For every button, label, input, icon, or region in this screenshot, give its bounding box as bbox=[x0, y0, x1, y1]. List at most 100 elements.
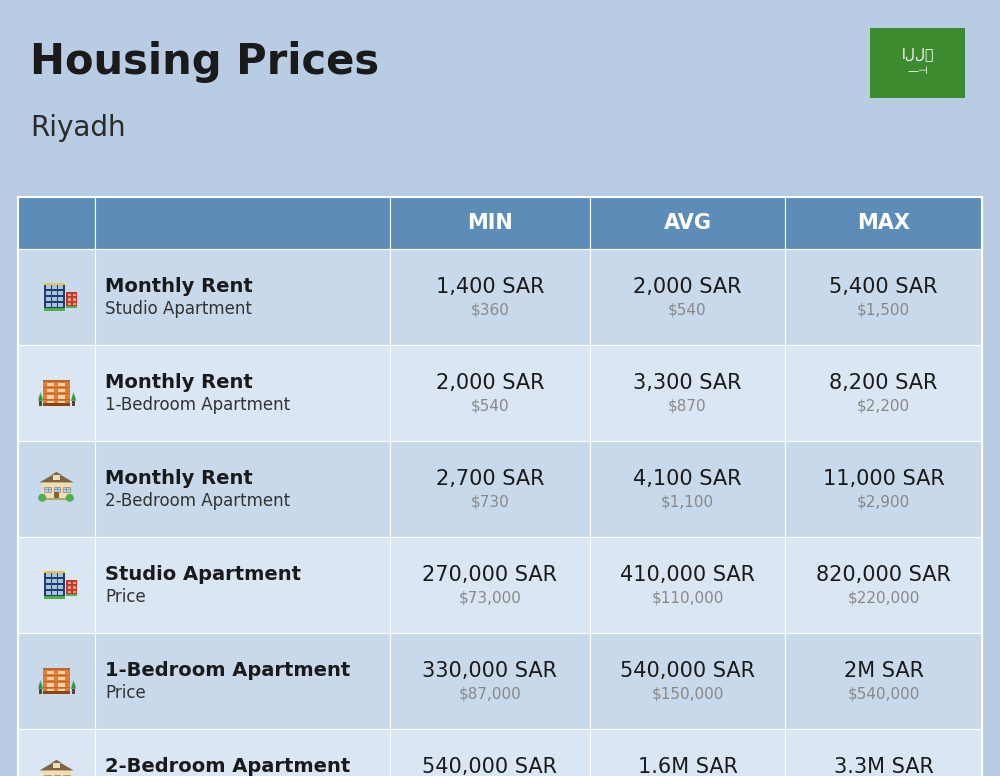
FancyBboxPatch shape bbox=[63, 487, 70, 492]
FancyBboxPatch shape bbox=[52, 285, 57, 289]
FancyBboxPatch shape bbox=[44, 487, 51, 492]
FancyBboxPatch shape bbox=[58, 670, 65, 674]
Polygon shape bbox=[39, 760, 74, 771]
Text: 3,300 SAR: 3,300 SAR bbox=[633, 373, 742, 393]
FancyBboxPatch shape bbox=[43, 393, 70, 394]
FancyBboxPatch shape bbox=[58, 400, 65, 404]
FancyBboxPatch shape bbox=[68, 591, 71, 593]
Text: Price: Price bbox=[105, 588, 146, 606]
FancyBboxPatch shape bbox=[68, 582, 71, 584]
FancyBboxPatch shape bbox=[68, 303, 71, 305]
FancyBboxPatch shape bbox=[18, 249, 95, 345]
FancyBboxPatch shape bbox=[44, 283, 65, 310]
FancyBboxPatch shape bbox=[18, 197, 95, 249]
Text: 540,000 SAR: 540,000 SAR bbox=[422, 757, 558, 776]
FancyBboxPatch shape bbox=[39, 689, 42, 695]
Text: 5,400 SAR: 5,400 SAR bbox=[829, 277, 938, 297]
Text: $1,100: $1,100 bbox=[661, 494, 714, 510]
FancyBboxPatch shape bbox=[47, 395, 54, 399]
Text: AVG: AVG bbox=[664, 213, 712, 233]
FancyBboxPatch shape bbox=[95, 537, 390, 633]
Text: $360: $360 bbox=[471, 303, 509, 317]
FancyBboxPatch shape bbox=[58, 285, 63, 289]
FancyBboxPatch shape bbox=[54, 774, 60, 776]
FancyBboxPatch shape bbox=[44, 571, 65, 573]
FancyBboxPatch shape bbox=[44, 283, 65, 286]
FancyBboxPatch shape bbox=[43, 387, 70, 388]
FancyBboxPatch shape bbox=[390, 633, 590, 729]
FancyBboxPatch shape bbox=[46, 591, 51, 595]
FancyBboxPatch shape bbox=[590, 633, 785, 729]
Text: 1-Bedroom Apartment: 1-Bedroom Apartment bbox=[105, 661, 350, 681]
Text: $87,000: $87,000 bbox=[459, 687, 521, 702]
FancyBboxPatch shape bbox=[785, 197, 982, 249]
FancyBboxPatch shape bbox=[58, 291, 63, 296]
FancyBboxPatch shape bbox=[43, 380, 70, 382]
FancyBboxPatch shape bbox=[590, 345, 785, 441]
FancyBboxPatch shape bbox=[53, 763, 60, 768]
Text: 8,200 SAR: 8,200 SAR bbox=[829, 373, 938, 393]
FancyBboxPatch shape bbox=[58, 383, 65, 386]
FancyBboxPatch shape bbox=[52, 591, 57, 595]
FancyBboxPatch shape bbox=[43, 691, 70, 695]
Circle shape bbox=[39, 494, 45, 501]
Text: Monthly Rent: Monthly Rent bbox=[105, 278, 253, 296]
FancyBboxPatch shape bbox=[66, 580, 77, 596]
FancyBboxPatch shape bbox=[95, 633, 390, 729]
Polygon shape bbox=[38, 392, 43, 399]
FancyBboxPatch shape bbox=[58, 395, 65, 399]
Text: Price: Price bbox=[105, 684, 146, 702]
FancyBboxPatch shape bbox=[43, 687, 70, 688]
FancyBboxPatch shape bbox=[44, 571, 65, 599]
FancyBboxPatch shape bbox=[54, 487, 60, 492]
FancyBboxPatch shape bbox=[73, 303, 76, 305]
FancyBboxPatch shape bbox=[73, 298, 76, 301]
Text: $2,900: $2,900 bbox=[857, 494, 910, 510]
Text: $110,000: $110,000 bbox=[651, 591, 724, 605]
Text: $1,500: $1,500 bbox=[857, 303, 910, 317]
FancyBboxPatch shape bbox=[590, 197, 785, 249]
Text: $730: $730 bbox=[471, 494, 509, 510]
FancyBboxPatch shape bbox=[390, 537, 590, 633]
Polygon shape bbox=[38, 680, 43, 687]
FancyBboxPatch shape bbox=[43, 670, 70, 695]
FancyBboxPatch shape bbox=[54, 492, 59, 500]
FancyBboxPatch shape bbox=[43, 675, 70, 676]
FancyBboxPatch shape bbox=[52, 291, 57, 296]
Text: $220,000: $220,000 bbox=[847, 591, 920, 605]
FancyBboxPatch shape bbox=[590, 249, 785, 345]
FancyBboxPatch shape bbox=[73, 293, 76, 296]
FancyBboxPatch shape bbox=[95, 729, 390, 776]
FancyBboxPatch shape bbox=[39, 498, 74, 500]
FancyBboxPatch shape bbox=[44, 774, 51, 776]
FancyBboxPatch shape bbox=[390, 197, 590, 249]
FancyBboxPatch shape bbox=[46, 297, 51, 301]
Text: 2,700 SAR: 2,700 SAR bbox=[436, 469, 544, 489]
Text: 2-Bedroom Apartment: 2-Bedroom Apartment bbox=[105, 492, 290, 510]
Text: MIN: MIN bbox=[467, 213, 513, 233]
Polygon shape bbox=[71, 680, 76, 687]
FancyBboxPatch shape bbox=[58, 297, 63, 301]
FancyBboxPatch shape bbox=[18, 537, 95, 633]
FancyBboxPatch shape bbox=[46, 291, 51, 296]
FancyBboxPatch shape bbox=[590, 729, 785, 776]
FancyBboxPatch shape bbox=[66, 594, 77, 596]
FancyBboxPatch shape bbox=[58, 591, 63, 595]
FancyBboxPatch shape bbox=[58, 689, 65, 692]
Text: 2M SAR: 2M SAR bbox=[844, 661, 924, 681]
FancyBboxPatch shape bbox=[390, 729, 590, 776]
FancyBboxPatch shape bbox=[52, 303, 57, 307]
FancyBboxPatch shape bbox=[68, 586, 71, 589]
FancyBboxPatch shape bbox=[785, 537, 982, 633]
FancyBboxPatch shape bbox=[785, 441, 982, 537]
FancyBboxPatch shape bbox=[870, 28, 965, 98]
Text: Housing Prices: Housing Prices bbox=[30, 41, 379, 83]
FancyBboxPatch shape bbox=[58, 683, 65, 687]
FancyBboxPatch shape bbox=[58, 303, 63, 307]
Text: Monthly Rent: Monthly Rent bbox=[105, 373, 253, 393]
Polygon shape bbox=[38, 683, 43, 689]
FancyBboxPatch shape bbox=[72, 689, 75, 695]
Polygon shape bbox=[71, 392, 76, 399]
Text: 330,000 SAR: 330,000 SAR bbox=[422, 661, 558, 681]
Text: اللہ: اللہ bbox=[901, 47, 934, 61]
